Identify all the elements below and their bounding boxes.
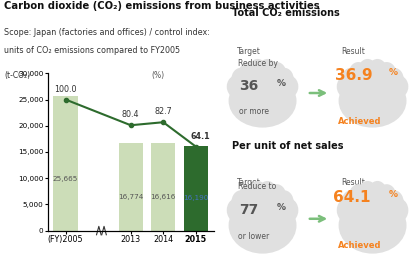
Text: units of CO₂ emissions compared to FY2005: units of CO₂ emissions compared to FY200… [4, 46, 180, 55]
Ellipse shape [349, 62, 368, 84]
Text: (t-CO₂): (t-CO₂) [4, 71, 30, 80]
Ellipse shape [279, 75, 298, 98]
Text: Per unit of net sales: Per unit of net sales [232, 141, 343, 151]
Text: Achieved: Achieved [338, 241, 381, 250]
Text: 36.9: 36.9 [335, 68, 373, 83]
Text: Total CO₂ emissions: Total CO₂ emissions [232, 8, 339, 18]
Ellipse shape [239, 184, 258, 208]
Text: 16,774: 16,774 [118, 194, 144, 200]
Bar [119, 143, 143, 231]
Ellipse shape [337, 75, 356, 98]
Text: 64.1: 64.1 [191, 132, 210, 141]
Text: 82.7: 82.7 [154, 107, 172, 116]
Text: %: % [389, 190, 398, 199]
Ellipse shape [248, 59, 267, 81]
Ellipse shape [275, 68, 294, 90]
Text: Target: Target [237, 178, 261, 187]
Ellipse shape [358, 181, 377, 205]
Text: Result: Result [342, 178, 366, 187]
Ellipse shape [232, 190, 251, 214]
Text: %: % [277, 203, 286, 212]
Text: 64.1: 64.1 [333, 190, 371, 205]
Text: 80.4: 80.4 [122, 110, 139, 119]
Text: Result: Result [342, 47, 366, 56]
Ellipse shape [239, 62, 258, 84]
Ellipse shape [377, 184, 396, 208]
Ellipse shape [337, 198, 356, 222]
Ellipse shape [358, 59, 377, 81]
Ellipse shape [377, 62, 396, 84]
Ellipse shape [385, 68, 404, 90]
Ellipse shape [227, 75, 246, 98]
Text: Carbon dioxide (CO₂) emissions from business activities: Carbon dioxide (CO₂) emissions from busi… [4, 1, 320, 11]
Ellipse shape [342, 190, 361, 214]
Ellipse shape [229, 197, 296, 254]
Text: Reduce by: Reduce by [239, 59, 278, 68]
Ellipse shape [267, 184, 286, 208]
Ellipse shape [275, 190, 294, 214]
Bar [183, 146, 208, 231]
Ellipse shape [385, 190, 404, 214]
Text: Achieved: Achieved [338, 117, 381, 125]
Ellipse shape [232, 68, 251, 90]
Bar [54, 96, 78, 231]
Text: 25,665: 25,665 [53, 176, 78, 182]
Text: 36: 36 [239, 79, 259, 92]
Ellipse shape [248, 181, 267, 205]
Ellipse shape [389, 75, 408, 98]
Text: Target: Target [237, 47, 261, 56]
Text: Scope: Japan (factories and offices) / control index:: Scope: Japan (factories and offices) / c… [4, 28, 210, 36]
Text: (%): (%) [151, 71, 165, 80]
Text: 77: 77 [239, 203, 259, 217]
Text: 100.0: 100.0 [54, 85, 77, 94]
Ellipse shape [227, 198, 246, 222]
Text: or lower: or lower [239, 232, 270, 241]
Bar [151, 144, 176, 231]
Text: %: % [277, 79, 286, 88]
Ellipse shape [258, 181, 277, 205]
Ellipse shape [279, 198, 298, 222]
Ellipse shape [389, 198, 408, 222]
Ellipse shape [267, 62, 286, 84]
Ellipse shape [258, 59, 277, 81]
Ellipse shape [368, 59, 387, 81]
Ellipse shape [342, 68, 361, 90]
Ellipse shape [339, 74, 407, 128]
Ellipse shape [339, 197, 407, 254]
Ellipse shape [229, 74, 296, 128]
Ellipse shape [368, 181, 387, 205]
Text: %: % [389, 68, 398, 77]
Text: or more: or more [239, 107, 269, 116]
Text: Reduce to: Reduce to [239, 182, 277, 191]
Ellipse shape [349, 184, 368, 208]
Text: 16,190: 16,190 [183, 195, 208, 201]
Text: 16,616: 16,616 [151, 194, 176, 200]
